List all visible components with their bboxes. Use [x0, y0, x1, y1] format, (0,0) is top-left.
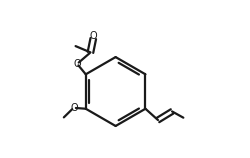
Text: O: O	[90, 31, 97, 41]
Text: O: O	[70, 103, 78, 113]
Text: O: O	[73, 59, 81, 69]
